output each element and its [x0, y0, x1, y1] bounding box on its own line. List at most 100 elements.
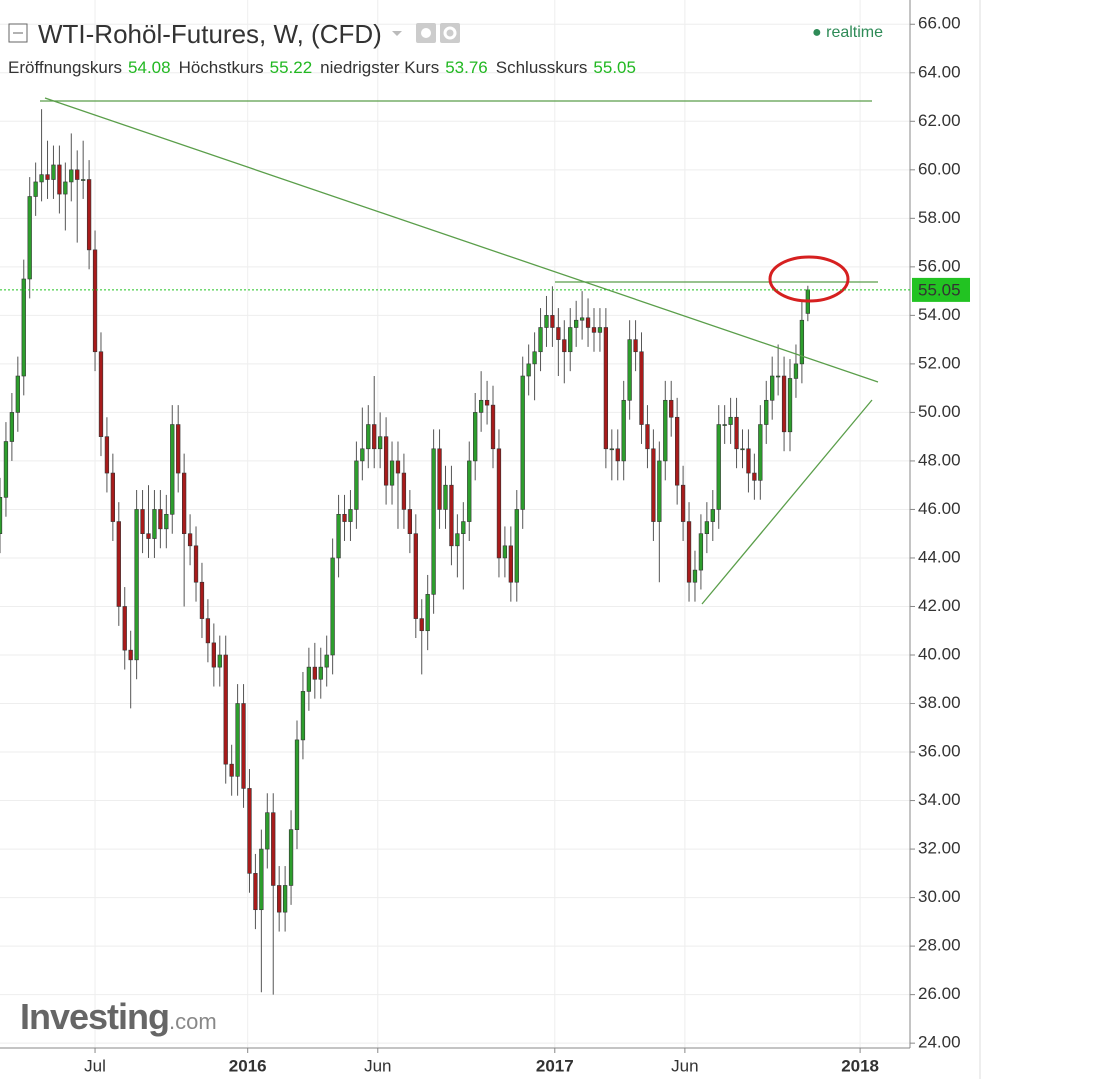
status: ● realtime	[812, 24, 884, 41]
candle-body	[128, 649, 133, 661]
candle-body	[770, 375, 775, 401]
candle-body	[300, 691, 306, 741]
y-tick-label: 54.00	[918, 305, 961, 324]
candle-body	[502, 545, 508, 559]
candle-body	[199, 581, 205, 619]
candle-body	[294, 739, 300, 830]
candle-body	[378, 436, 383, 450]
candle-body	[579, 317, 585, 321]
candle-body	[146, 533, 151, 539]
stat-label: Eröffnungskurs	[8, 58, 123, 77]
candle-body	[639, 351, 644, 425]
trend-lines	[40, 97, 879, 605]
chart-title: WTI-Rohöl-Futures, W, (CFD)	[38, 18, 382, 49]
candle-body	[366, 424, 371, 450]
candle-body	[746, 448, 751, 474]
candle-body	[342, 513, 347, 522]
x-tick-label: Jun	[671, 1056, 698, 1075]
candle-body	[716, 424, 721, 510]
candle-body	[181, 472, 187, 535]
candle-body	[223, 654, 228, 765]
y-tick-label: 56.00	[918, 256, 961, 275]
stat-label: Schlusskurs	[495, 58, 588, 77]
candle-body	[140, 509, 145, 535]
candle-body	[692, 569, 698, 583]
toolbar-icons[interactable]	[388, 21, 478, 47]
watermark: Investing.com	[20, 996, 217, 1038]
candle-body	[288, 829, 294, 886]
y-tick-label: 64.00	[918, 62, 961, 81]
candle-body	[478, 399, 484, 413]
candle-body	[354, 460, 359, 510]
y-tick-label: 58.00	[918, 208, 961, 227]
price-label: 55.05	[918, 280, 961, 299]
candle-body	[217, 654, 222, 668]
candle-body	[467, 460, 472, 522]
candle-body	[710, 509, 715, 522]
y-tick-label: 32.00	[918, 839, 961, 858]
candle-body	[633, 339, 638, 353]
candle-body	[698, 533, 704, 571]
candle-body	[758, 424, 763, 481]
candle-body	[597, 327, 603, 333]
watermark-brand: Investing	[20, 996, 170, 1037]
y-tick-label: 36.00	[918, 742, 961, 761]
candle-body	[490, 404, 496, 450]
collapse-icon[interactable]	[8, 23, 30, 45]
candle-body	[170, 424, 175, 515]
candle-body	[514, 509, 519, 583]
candle-body	[312, 666, 317, 680]
candle-body	[473, 412, 478, 462]
candle-body	[520, 375, 525, 510]
candle-body	[645, 424, 650, 450]
candle-body	[9, 412, 15, 442]
candle-body	[98, 351, 104, 437]
candle-body	[621, 399, 626, 462]
candle-body	[484, 399, 490, 406]
candle-body	[63, 181, 68, 195]
candle-body	[0, 497, 3, 535]
candle-body	[235, 703, 240, 777]
y-tick-label: 66.00	[918, 14, 961, 33]
candle-body	[395, 460, 401, 474]
candle-body	[176, 424, 181, 474]
candle-body	[556, 327, 561, 340]
candle-body	[704, 521, 709, 535]
candle-body	[722, 424, 727, 426]
candle-body	[33, 181, 38, 197]
candle-body	[282, 885, 288, 913]
candle-body	[538, 327, 543, 353]
stat-value: 55.22	[269, 58, 313, 77]
candle-body	[247, 788, 252, 874]
price-label-bg	[912, 277, 970, 302]
y-tick-label: 38.00	[918, 693, 961, 712]
candle-body	[360, 448, 365, 462]
y-tick-label: 46.00	[918, 499, 961, 518]
candle-body	[383, 436, 389, 486]
candle-body	[348, 509, 353, 522]
candle-body	[75, 169, 80, 180]
candle-body	[81, 179, 86, 181]
candle-body	[15, 375, 20, 413]
candle-body	[651, 448, 656, 522]
candle-body	[265, 812, 270, 850]
candle-body	[27, 196, 32, 280]
candle-body	[675, 416, 680, 486]
stat-label: Höchstkurs	[178, 58, 264, 77]
candle-body	[152, 509, 157, 539]
candle-body	[740, 448, 745, 451]
status-text: realtime	[826, 24, 884, 41]
candle-body	[330, 557, 335, 656]
candle-body	[324, 654, 329, 668]
candle-body	[550, 315, 555, 328]
candle-body	[627, 339, 632, 401]
candle-body	[110, 472, 116, 522]
y-tick-label: 60.00	[918, 159, 961, 178]
stat-value: 53.76	[445, 58, 488, 77]
candle-body	[680, 484, 686, 522]
title-row: WTI-Rohöl-Futures, W, (CFD)	[8, 14, 644, 54]
x-tick-label: 2017	[536, 1056, 574, 1075]
y-tick-label: 62.00	[918, 111, 961, 130]
candle-body	[496, 448, 502, 559]
